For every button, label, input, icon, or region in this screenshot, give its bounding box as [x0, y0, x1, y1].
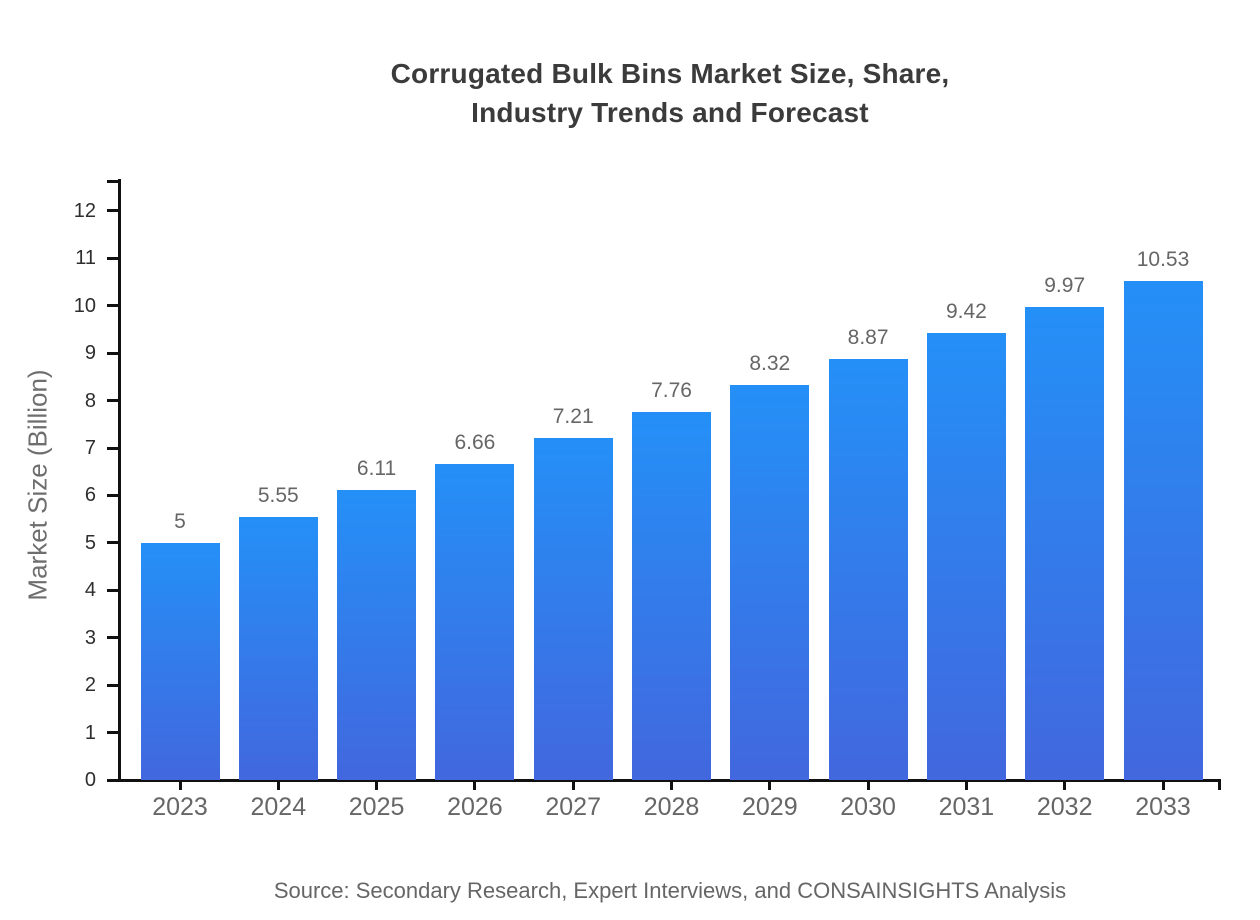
- bar-value-label: 6.11: [356, 457, 397, 481]
- y-tick: [107, 493, 119, 497]
- bar: [730, 385, 810, 780]
- x-tick: [375, 780, 379, 790]
- bar-value-label: 10.53: [1136, 247, 1190, 271]
- y-tick: [107, 304, 119, 308]
- x-tick-label: 2023: [152, 793, 208, 821]
- chart-title-line-1: Corrugated Bulk Bins Market Size, Share,: [390, 58, 950, 89]
- y-tick: [107, 541, 119, 545]
- bar-value-label: 5: [174, 509, 186, 533]
- bar-value-label: 8.32: [749, 352, 791, 376]
- x-tick-label: 2028: [643, 793, 700, 821]
- bar: [828, 359, 908, 780]
- y-tick-label: 11: [75, 247, 96, 270]
- y-tick-label: 12: [73, 199, 96, 222]
- x-tick: [473, 780, 477, 790]
- x-tick-label: 2027: [545, 793, 601, 821]
- y-tick-label: 2: [84, 674, 96, 697]
- bar-value-label: 7.21: [552, 405, 594, 429]
- x-tick: [276, 780, 280, 790]
- y-tick-label: 6: [84, 484, 96, 507]
- y-tick-label: 3: [84, 626, 96, 649]
- bar-value-label: 7.76: [651, 378, 692, 402]
- y-tick: [107, 209, 119, 213]
- bar-value-label: 9.97: [1044, 274, 1086, 298]
- y-tick-label: 0: [84, 769, 96, 791]
- source-caption: Source: Secondary Research, Expert Inter…: [273, 878, 1067, 903]
- y-tick: [107, 778, 119, 782]
- x-tick: [866, 780, 870, 790]
- x-tick: [1063, 780, 1067, 790]
- bar: [1025, 307, 1105, 780]
- bar-value-label: 8.87: [847, 326, 889, 350]
- bar: [926, 333, 1006, 780]
- y-tick-label: 7: [84, 437, 96, 459]
- bar-value-label: 9.42: [945, 300, 987, 324]
- y-tick: [107, 446, 119, 450]
- x-tick-label: 2030: [840, 793, 896, 821]
- y-tick-label: 5: [84, 531, 96, 554]
- y-tick-label: 9: [84, 342, 96, 365]
- x-tick-label: 2026: [447, 793, 503, 821]
- chart-title-line-2: Industry Trends and Forecast: [471, 97, 869, 128]
- x-tick-label: 2032: [1036, 793, 1093, 821]
- bar: [533, 438, 613, 780]
- y-tick-label: 10: [73, 294, 96, 317]
- bar: [632, 411, 711, 780]
- y-tick: [107, 588, 119, 592]
- x-tick-label: 2031: [938, 793, 995, 821]
- x-tick: [964, 780, 968, 790]
- y-tick: [107, 256, 119, 260]
- chart-title: Corrugated Bulk Bins Market Size, Share,…: [80, 54, 1260, 132]
- y-tick: [107, 399, 119, 403]
- x-tick-label: 2024: [250, 793, 307, 821]
- y-tick-label: 1: [84, 721, 96, 744]
- y-tick-label: 4: [84, 579, 96, 602]
- bar-value-label: 5.55: [257, 483, 299, 507]
- bar: [435, 464, 515, 780]
- y-tick-label: 8: [84, 389, 96, 412]
- bar: [1123, 280, 1203, 780]
- bar: [140, 542, 220, 780]
- y-tick: [107, 683, 119, 687]
- y-axis-end-cap: [107, 179, 119, 183]
- x-tick: [1161, 780, 1165, 790]
- x-tick-label: 2033: [1135, 793, 1191, 821]
- y-tick: [107, 351, 119, 355]
- y-tick: [107, 636, 119, 640]
- x-axis-line: [118, 779, 1221, 782]
- x-tick: [670, 780, 673, 790]
- bar-value-label: 6.66: [454, 431, 496, 455]
- bar: [238, 516, 318, 780]
- x-tick: [571, 780, 575, 790]
- y-axis-line: [118, 179, 121, 782]
- x-axis-end-cap: [1217, 780, 1221, 790]
- bar: [337, 490, 417, 780]
- y-tick: [107, 731, 119, 735]
- x-tick-label: 2029: [741, 793, 798, 821]
- x-tick: [768, 780, 772, 790]
- x-tick: [178, 780, 182, 790]
- x-tick-label: 2025: [348, 793, 405, 821]
